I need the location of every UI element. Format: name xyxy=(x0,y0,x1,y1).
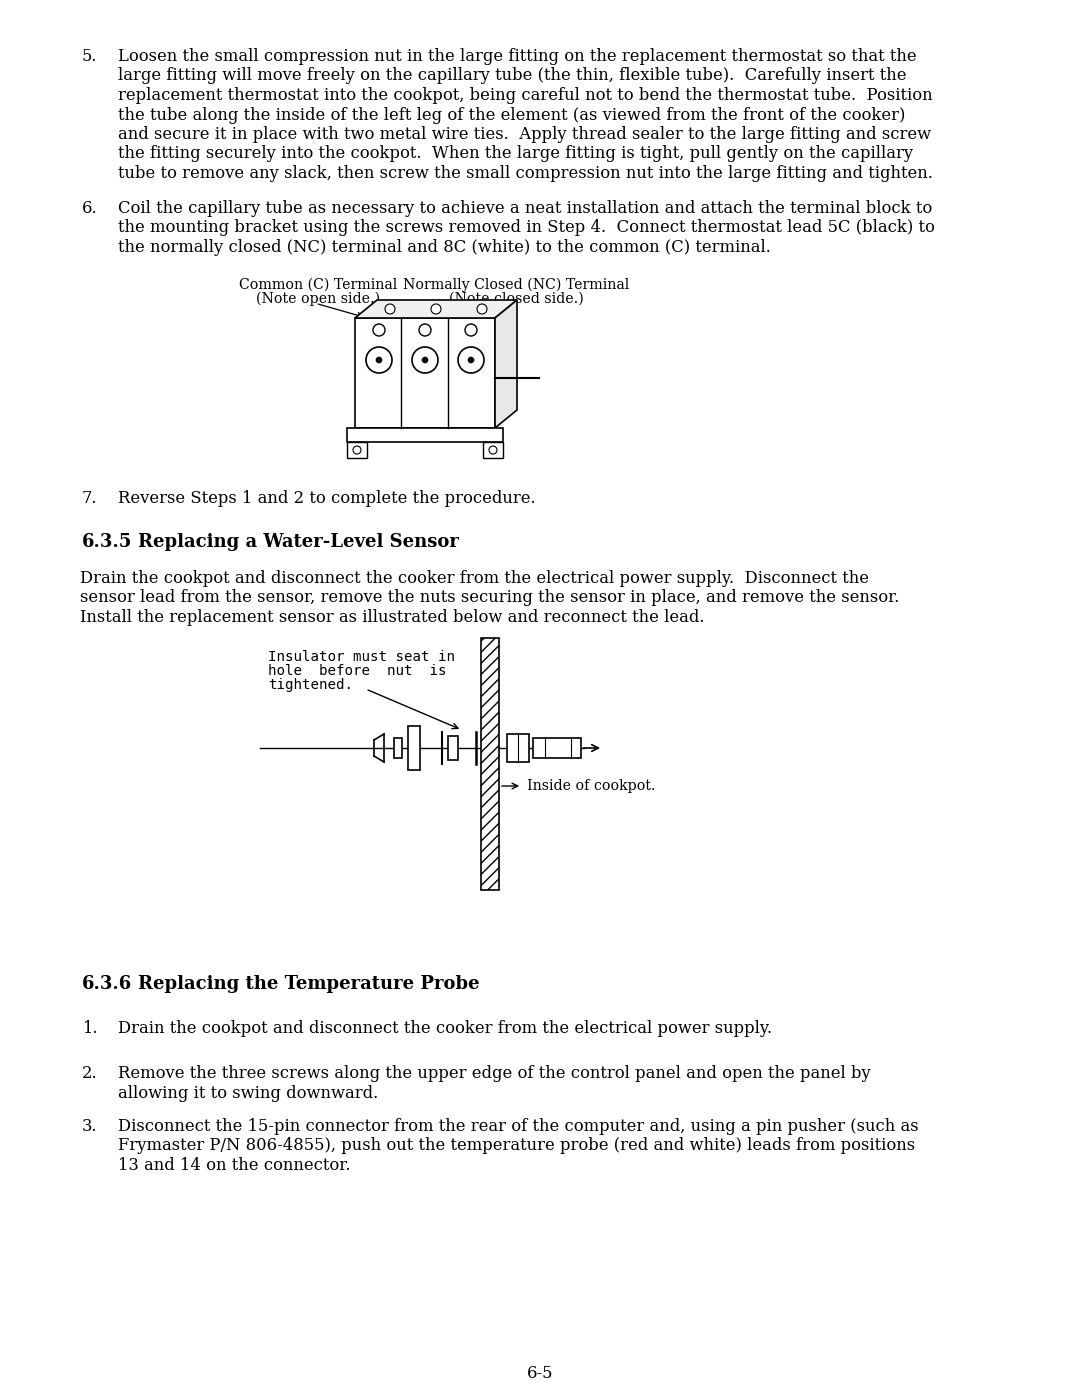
Text: Drain the cookpot and disconnect the cooker from the electrical power supply.: Drain the cookpot and disconnect the coo… xyxy=(118,1020,772,1037)
Text: 1.: 1. xyxy=(82,1020,97,1037)
Text: Disconnect the 15-pin connector from the rear of the computer and, using a pin p: Disconnect the 15-pin connector from the… xyxy=(118,1118,919,1134)
Text: Insulator must seat in: Insulator must seat in xyxy=(268,650,455,664)
Circle shape xyxy=(468,358,474,363)
Text: (Note closed side.): (Note closed side.) xyxy=(448,292,583,306)
Polygon shape xyxy=(347,441,367,458)
Text: 2.: 2. xyxy=(82,1065,97,1083)
Text: the tube along the inside of the left leg of the element (as viewed from the fro: the tube along the inside of the left le… xyxy=(118,106,905,123)
Text: tube to remove any slack, then screw the small compression nut into the large fi: tube to remove any slack, then screw the… xyxy=(118,165,933,182)
Text: 7.: 7. xyxy=(82,490,97,507)
Polygon shape xyxy=(534,738,581,759)
Circle shape xyxy=(353,446,361,454)
Text: 6-5: 6-5 xyxy=(527,1365,553,1382)
Circle shape xyxy=(366,346,392,373)
Text: the mounting bracket using the screws removed in Step 4.  Connect thermostat lea: the mounting bracket using the screws re… xyxy=(118,219,935,236)
Text: Normally Closed (NC) Terminal: Normally Closed (NC) Terminal xyxy=(403,278,630,292)
Text: Reverse Steps 1 and 2 to complete the procedure.: Reverse Steps 1 and 2 to complete the pr… xyxy=(118,490,536,507)
Text: Remove the three screws along the upper edge of the control panel and open the p: Remove the three screws along the upper … xyxy=(118,1065,870,1083)
Circle shape xyxy=(384,305,395,314)
Circle shape xyxy=(411,346,438,373)
Text: Replacing a Water-Level Sensor: Replacing a Water-Level Sensor xyxy=(138,534,459,550)
Text: Common (C) Terminal: Common (C) Terminal xyxy=(239,278,397,292)
Text: allowing it to swing downward.: allowing it to swing downward. xyxy=(118,1084,378,1101)
Polygon shape xyxy=(483,441,503,458)
Polygon shape xyxy=(394,738,402,759)
Polygon shape xyxy=(448,736,458,760)
Text: the normally closed (NC) terminal and 8C (white) to the common (C) terminal.: the normally closed (NC) terminal and 8C… xyxy=(118,239,771,256)
Circle shape xyxy=(489,446,497,454)
Text: and secure it in place with two metal wire ties.  Apply thread sealer to the lar: and secure it in place with two metal wi… xyxy=(118,126,931,142)
Circle shape xyxy=(376,358,382,363)
Circle shape xyxy=(422,358,428,363)
Polygon shape xyxy=(347,427,503,441)
Text: the fitting securely into the cookpot.  When the large fitting is tight, pull ge: the fitting securely into the cookpot. W… xyxy=(118,145,913,162)
Polygon shape xyxy=(507,733,529,761)
Text: hole  before  nut  is: hole before nut is xyxy=(268,664,446,678)
Text: 13 and 14 on the connector.: 13 and 14 on the connector. xyxy=(118,1157,351,1173)
Circle shape xyxy=(419,324,431,337)
Circle shape xyxy=(373,324,384,337)
Text: 6.: 6. xyxy=(82,200,97,217)
Text: Install the replacement sensor as illustrated below and reconnect the lead.: Install the replacement sensor as illust… xyxy=(80,609,704,626)
Text: Loosen the small compression nut in the large fitting on the replacement thermos: Loosen the small compression nut in the … xyxy=(118,47,917,66)
Polygon shape xyxy=(355,319,495,427)
Circle shape xyxy=(431,305,441,314)
Text: Replacing the Temperature Probe: Replacing the Temperature Probe xyxy=(138,975,480,993)
Polygon shape xyxy=(355,300,517,319)
Text: sensor lead from the sensor, remove the nuts securing the sensor in place, and r: sensor lead from the sensor, remove the … xyxy=(80,590,900,606)
Text: 6.3.5: 6.3.5 xyxy=(82,534,133,550)
Text: tightened.: tightened. xyxy=(268,678,353,692)
Circle shape xyxy=(458,346,484,373)
Text: (Note open side.): (Note open side.) xyxy=(256,292,380,306)
Polygon shape xyxy=(408,726,420,770)
Text: 5.: 5. xyxy=(82,47,97,66)
Polygon shape xyxy=(495,300,517,427)
Text: Drain the cookpot and disconnect the cooker from the electrical power supply.  D: Drain the cookpot and disconnect the coo… xyxy=(80,570,869,587)
Text: Coil the capillary tube as necessary to achieve a neat installation and attach t: Coil the capillary tube as necessary to … xyxy=(118,200,932,217)
Text: 3.: 3. xyxy=(82,1118,97,1134)
Circle shape xyxy=(477,305,487,314)
Polygon shape xyxy=(481,638,499,890)
Text: 6.3.6: 6.3.6 xyxy=(82,975,132,993)
Text: Inside of cookpot.: Inside of cookpot. xyxy=(527,780,656,793)
Text: Frymaster P/N 806-4855), push out the temperature probe (red and white) leads fr: Frymaster P/N 806-4855), push out the te… xyxy=(118,1137,915,1154)
Text: large fitting will move freely on the capillary tube (the thin, flexible tube). : large fitting will move freely on the ca… xyxy=(118,67,906,84)
Circle shape xyxy=(465,324,477,337)
Text: replacement thermostat into the cookpot, being careful not to bend the thermosta: replacement thermostat into the cookpot,… xyxy=(118,87,933,103)
